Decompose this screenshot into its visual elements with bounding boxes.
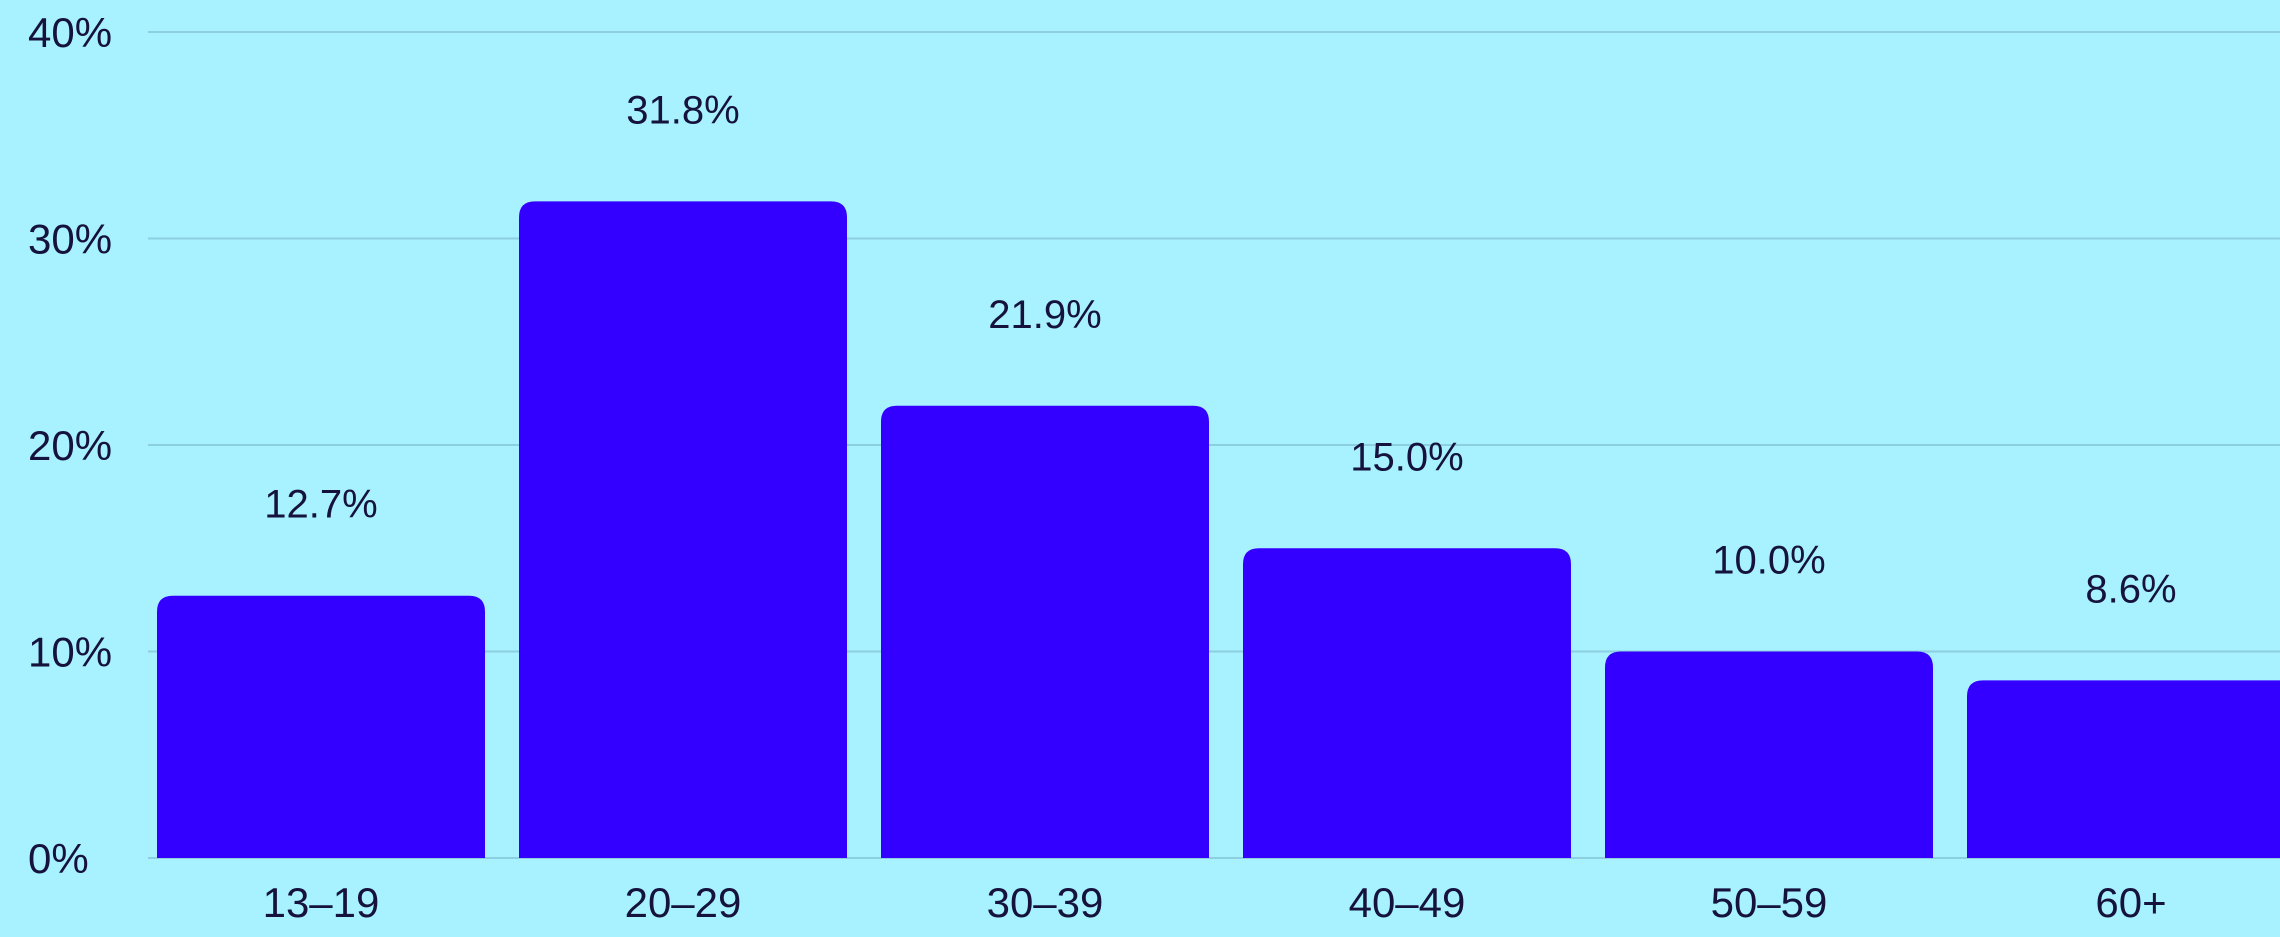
y-tick-label: 40% bbox=[28, 9, 112, 56]
grid-layer bbox=[148, 31, 2280, 859]
bar-20–29 bbox=[519, 201, 847, 858]
data-label: 12.7% bbox=[264, 483, 377, 527]
y-tick-label: 10% bbox=[28, 629, 112, 676]
data-labels: 12.7% 31.8% 21.9% 15.0% 10.0% 8.6% bbox=[264, 88, 2176, 611]
data-label: 21.9% bbox=[988, 293, 1101, 337]
x-axis-tick-labels: 13–19 20–29 30–39 40–49 50–59 60+ bbox=[263, 879, 2167, 926]
y-axis-tick-labels: 0% 10% 20% 30% 40% bbox=[28, 9, 112, 882]
bar-13–19 bbox=[157, 595, 485, 858]
x-tick-label: 20–29 bbox=[625, 879, 742, 926]
bar-30–39 bbox=[881, 405, 1209, 858]
bars bbox=[157, 201, 2280, 858]
bar-60+ bbox=[1967, 680, 2280, 858]
data-label: 10.0% bbox=[1712, 539, 1825, 583]
data-label: 15.0% bbox=[1350, 435, 1463, 479]
bar-40–49 bbox=[1243, 548, 1571, 858]
bar-50–59 bbox=[1605, 651, 1933, 858]
y-tick-label: 0% bbox=[28, 835, 89, 882]
x-tick-label: 13–19 bbox=[263, 879, 380, 926]
data-label: 31.8% bbox=[626, 88, 739, 132]
x-tick-label: 60+ bbox=[2095, 879, 2166, 926]
y-tick-label: 20% bbox=[28, 422, 112, 469]
data-label: 8.6% bbox=[2085, 567, 2176, 611]
x-tick-label: 30–39 bbox=[987, 879, 1104, 926]
x-tick-label: 40–49 bbox=[1349, 879, 1466, 926]
y-tick-label: 30% bbox=[28, 216, 112, 263]
x-tick-label: 50–59 bbox=[1711, 879, 1828, 926]
